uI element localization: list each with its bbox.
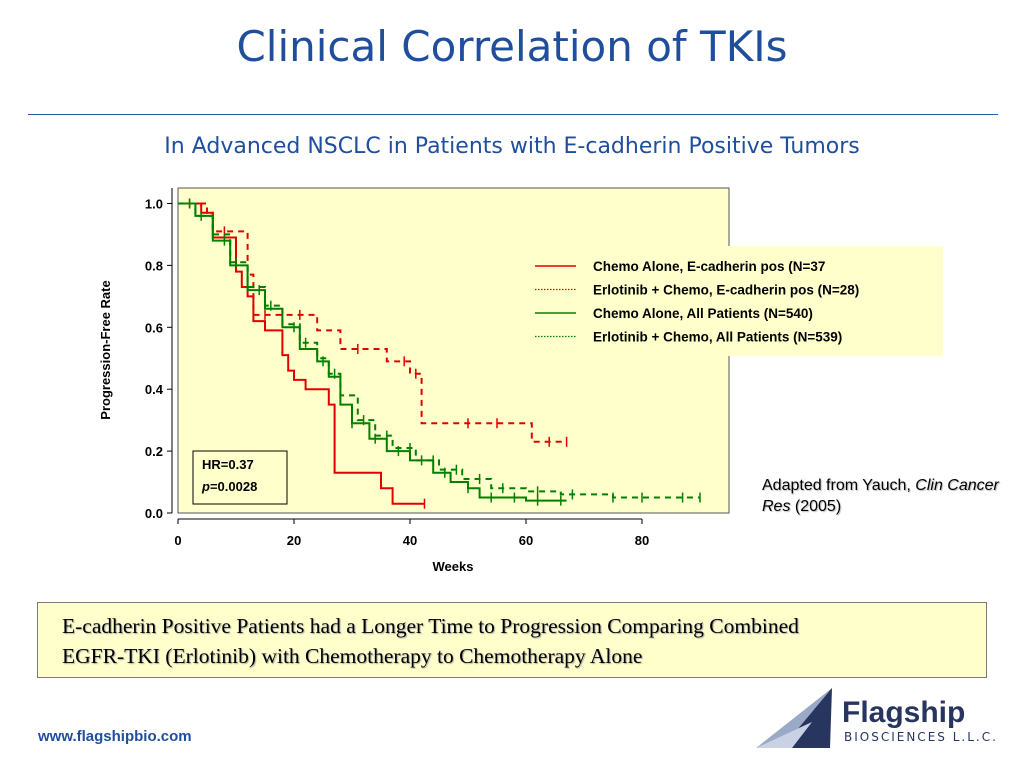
hazard-ratio-box: [192, 450, 288, 505]
logo-name: Flagship: [842, 696, 966, 729]
source-prefix: Adapted from Yauch,: [762, 477, 916, 494]
x-tick-label: 0: [174, 533, 181, 548]
series-1: [178, 202, 426, 509]
logo-subtitle: BIOSCIENCES L.L.C.: [844, 730, 998, 744]
conclusion-line-1: E-cadherin Positive Patients had a Longe…: [62, 614, 799, 638]
series-line: [178, 202, 567, 443]
kaplan-meier-chart: 0.0 0.2 0.4 0.6 0.8 1.0 0 20 40 60 80 Chemo Alone,…: [98, 187, 943, 574]
y-tick-label: 1.0: [145, 196, 163, 211]
x-tick-label: 60: [519, 533, 533, 548]
series-4: [178, 202, 701, 503]
legend-box: [518, 246, 943, 356]
slide-subtitle: In Advanced NSCLC in Patients with E-cad…: [164, 134, 860, 159]
p-label: p: [201, 479, 210, 494]
title-divider: [28, 114, 998, 115]
x-tick-label: 20: [287, 533, 301, 548]
conclusion-line-2: EGFR-TKI (Erlotinib) with Chemotherapy t…: [62, 644, 643, 668]
legend-entry: Chemo Alone, All Patients (N=540): [593, 306, 813, 321]
source-year: (2005): [790, 498, 842, 515]
sail-logo-icon: [756, 688, 832, 748]
footer-website-link[interactable]: www.flagshipbio.com: [38, 728, 192, 745]
y-tick-label: 0.4: [145, 382, 164, 397]
series-line: [178, 202, 425, 505]
p-value: =0.0028: [210, 479, 257, 494]
axes: 0.0 0.2 0.4 0.6 0.8 1.0 0 20 40 60 80: [145, 188, 649, 548]
source-citation: Adapted from Yauch, Clin Cancer Res (200…: [762, 475, 1007, 517]
hazard-ratio-text: HR=0.37: [202, 457, 254, 472]
legend-entry: Erlotinib + Chemo, E-cadherin pos (N=28): [593, 283, 859, 298]
y-tick-label: 0.2: [145, 444, 163, 459]
x-tick-label: 80: [635, 533, 649, 548]
y-tick-label: 0.6: [145, 320, 163, 335]
y-tick-label: 0.8: [145, 258, 163, 273]
p-value-text: p=0.0028: [201, 479, 257, 494]
slide-title: Clinical Correlation of TKIs: [236, 22, 788, 71]
y-axis-title: Progression-Free Rate: [98, 280, 113, 419]
company-logo: Flagship BIOSCIENCES L.L.C.: [752, 682, 1012, 754]
y-tick-label: 0.0: [145, 506, 163, 521]
x-axis-title: Weeks: [433, 559, 474, 574]
source-journal: Clin Cancer Res: [762, 477, 999, 515]
legend: Chemo Alone, E-cadherin pos (N=37 Erlotin…: [518, 246, 943, 356]
conclusion-box: E-cadherin Positive Patients had a Longe…: [37, 602, 987, 678]
series-line: [178, 202, 567, 502]
series-line: [178, 202, 700, 499]
series-layer: [178, 198, 701, 509]
hazard-ratio-annotation: HR=0.37 p=0.0028: [192, 450, 288, 505]
legend-entry: Chemo Alone, E-cadherin pos (N=37: [593, 259, 825, 274]
legend-entry: Erlotinib + Chemo, All Patients (N=539): [593, 330, 842, 345]
x-tick-label: 40: [403, 533, 417, 548]
